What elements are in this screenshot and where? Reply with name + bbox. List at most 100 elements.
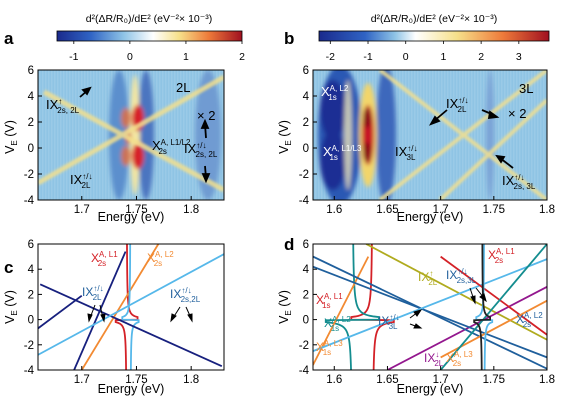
ytick-label: 0 [303,143,309,155]
ytick-label: 0 [28,315,34,327]
ytick-label: 4 [303,91,310,103]
xlabel-b: Energy (eV) [397,210,464,224]
series-line-d-4 [387,286,547,370]
xtick-label: 1.6 [326,374,342,386]
xtick-label: 1.75 [483,374,505,386]
xtick-label: 1.7 [74,204,90,216]
series-line-d-7 [313,258,547,352]
ytick-label: -2 [299,340,309,352]
xlabel-a: Energy (eV) [98,210,165,224]
colorbar-title-b: d²(ΔR/R₀)/dE² (eV⁻²× 10⁻³) [371,13,498,25]
series-line-c-4 [38,294,83,330]
ytick-label: 6 [303,239,309,251]
ytick-label: 6 [28,65,34,77]
label-2l: 2L [176,80,190,95]
colorbar-tick-label: 3 [516,51,522,63]
label-d-ix3l: IX↑/↓ 3L [378,313,400,331]
panel-a: a d²(ΔR/R₀)/dE² (eV⁻²× 10⁻³) -1 0 1 2 [3,13,245,224]
ytick-label: -4 [24,195,35,207]
series-line-d-0 [350,244,395,370]
lines-d [313,244,547,370]
xtick-label: 1.75 [483,204,505,216]
label-d-ix2l-down: IX↓ 2L [424,350,444,368]
ytick-label: 0 [28,143,34,155]
colorbar-tick-label: 2 [239,51,245,63]
axes-d: 1.6 1.65 1.7 1.75 1.8 -4 -2 0 2 4 6 [299,239,555,386]
ylabel-b: VE (V) [277,120,293,154]
colorbar-tick-label: -1 [363,51,372,63]
colorbar-tick-label: 0 [403,51,409,63]
axes-a: 1.7 1.75 1.8 -4 -2 0 2 4 6 [24,65,199,216]
magnification-b: × 2 [508,106,526,121]
colorbar-a [56,30,243,42]
series-line-c-5 [73,251,127,370]
label-ix2l-b: IX↑/↓ 2L [446,96,469,114]
series-line-c-2 [121,244,140,370]
label-c-ix2l: IX↑/↓ 2L [82,284,104,302]
xtick-label: 1.8 [183,374,199,386]
series-line-c-3 [39,283,223,368]
colorbar-title-a: d²(ΔR/R₀)/dE² (eV⁻²× 10⁻³) [86,13,213,25]
series-line-d-3 [365,244,547,341]
label-ix2l: IX↑/↓ 2L [70,172,93,190]
colorbar-tick-label: 0 [127,51,133,63]
axes-c: 1.7 1.75 1.8 -4 -2 0 2 4 6 [24,239,199,386]
series-line-d-10 [439,244,547,370]
xtick-label: 1.65 [376,374,398,386]
xtick-label: 1.8 [183,204,199,216]
ytick-label: -4 [299,195,310,207]
panel-label-a: a [4,29,14,48]
xtick-label: 1.65 [376,204,398,216]
ylabel-a: VE (V) [3,120,19,154]
colorbar-tick-label: -2 [326,51,335,63]
ytick-label: 2 [28,117,34,129]
heatmap-b [313,70,547,200]
label-ix3l-b: IX↑/↓ 3L [395,144,418,162]
ytick-label: 4 [303,264,310,276]
colorbar-b [318,30,550,42]
panel-label-b: b [284,29,294,48]
ytick-label: -4 [24,365,35,377]
series-line-d-6 [313,265,547,359]
series-line-d-12 [473,244,491,370]
xlabel-d: Energy (eV) [397,382,464,396]
label-3l: 3L [519,81,533,96]
series-line-c-1 [80,244,160,370]
ytick-label: 6 [303,65,309,77]
xtick-label: 1.7 [433,374,449,386]
ytick-label: -2 [299,169,309,181]
magnification-a: × 2 [197,108,215,123]
colorbar-tick-label: -1 [69,51,78,63]
ytick-label: -2 [24,169,34,181]
colorbar-tick-label: 1 [183,51,189,63]
panel-label-d: d [284,235,294,254]
ylabel-c: VE (V) [3,290,19,324]
xtick-label: 1.7 [433,204,449,216]
ytick-label: 2 [28,289,34,301]
series-line-d-8 [440,255,547,336]
axes-b: 1.6 1.65 1.7 1.75 1.8 -4 -2 0 2 4 6 [299,65,555,216]
colorbar-tick-label: 2 [478,51,484,63]
ytick-label: 4 [28,264,35,276]
ytick-label: 2 [303,289,309,301]
xtick-label: 1.8 [539,204,555,216]
xtick-label: 1.7 [74,374,90,386]
series-line-d-1 [324,244,380,370]
ylabel-d: VE (V) [277,290,293,324]
ytick-label: 2 [303,117,309,129]
series-line-d-11 [475,244,494,370]
panel-label-c: c [4,258,13,277]
xtick-label: 1.6 [326,204,342,216]
lines-c [38,244,224,370]
ytick-label: 0 [303,315,309,327]
series-line-c-6 [38,253,224,356]
ytick-label: 6 [28,239,34,251]
colorbar-ticks-b: -2 -1 0 1 2 3 [326,41,522,63]
panel-b: b d²(ΔR/R₀)/dE² (eV⁻²× 10⁻³) -2 -1 0 1 2 3 [277,13,555,224]
xtick-label: 1.8 [539,374,555,386]
annotations-b: XA, L2 1s XA, L1/L3 1s IX↑/↓ 3L IX↑/↓ 2L 3L … [321,81,536,191]
colorbar-tick-label: 1 [441,51,447,63]
ytick-label: -4 [299,365,310,377]
